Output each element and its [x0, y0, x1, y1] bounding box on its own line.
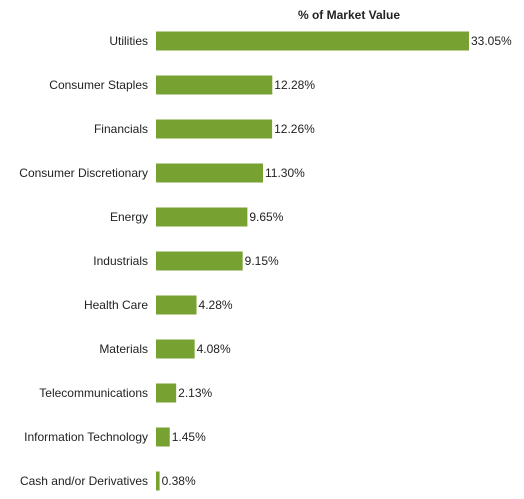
value-label: 33.05%	[471, 34, 512, 48]
value-label: 9.65%	[249, 210, 283, 224]
value-label: 9.15%	[245, 254, 279, 268]
category-label: Health Care	[84, 298, 148, 312]
bar	[156, 427, 170, 447]
value-label: 12.26%	[274, 122, 315, 136]
category-label: Industrials	[93, 254, 148, 268]
bar	[156, 471, 160, 491]
category-label: Consumer Discretionary	[19, 166, 148, 180]
bar	[156, 119, 273, 139]
value-label: 4.08%	[197, 342, 231, 356]
bar	[156, 207, 248, 227]
value-label: 1.45%	[172, 430, 206, 444]
value-label: 2.13%	[178, 386, 212, 400]
category-label: Materials	[99, 342, 148, 356]
bar	[156, 339, 195, 359]
bar	[156, 295, 197, 315]
category-label: Energy	[110, 210, 148, 224]
bar	[156, 75, 273, 95]
bar	[156, 251, 243, 271]
category-label: Utilities	[109, 34, 148, 48]
chart-title: % of Market Value	[298, 8, 400, 22]
category-label: Consumer Staples	[49, 78, 148, 92]
category-label: Telecommunications	[39, 386, 148, 400]
bar	[156, 163, 264, 183]
bar	[156, 383, 177, 403]
category-label: Cash and/or Derivatives	[20, 474, 148, 488]
value-label: 4.28%	[199, 298, 233, 312]
value-label: 0.38%	[162, 474, 196, 488]
bar	[156, 31, 469, 51]
value-label: 12.28%	[274, 78, 315, 92]
value-label: 11.30%	[265, 166, 305, 180]
category-label: Information Technology	[24, 430, 148, 444]
category-label: Financials	[94, 122, 148, 136]
bars-group: Utilities 33.05% Consumer Staples 12.28% Fin…	[19, 31, 512, 491]
